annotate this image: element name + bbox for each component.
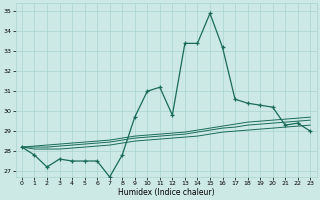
X-axis label: Humidex (Indice chaleur): Humidex (Indice chaleur)	[118, 188, 214, 197]
